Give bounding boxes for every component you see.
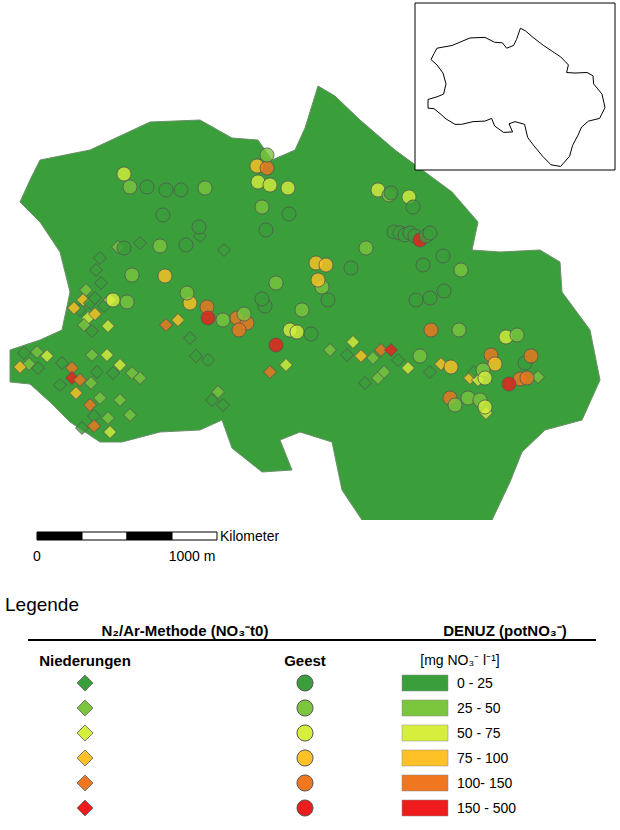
svg-text:0: 0 — [33, 548, 41, 564]
svg-text:150 - 500: 150 - 500 — [457, 800, 516, 816]
svg-text:0 - 25: 0 - 25 — [457, 675, 493, 691]
svg-text:Legende: Legende — [5, 594, 79, 615]
svg-text:25 - 50: 25 - 50 — [457, 700, 501, 716]
svg-text:Niederungen: Niederungen — [39, 652, 131, 669]
svg-text:N₂/Ar-Methode (NO₃⁻t0): N₂/Ar-Methode (NO₃⁻t0) — [102, 622, 269, 639]
svg-text:Geest: Geest — [284, 652, 326, 669]
svg-text:100- 150: 100- 150 — [457, 775, 512, 791]
svg-text:DENUZ (potNO₃⁻): DENUZ (potNO₃⁻) — [443, 622, 567, 639]
svg-text:75 - 100: 75 - 100 — [457, 750, 509, 766]
svg-text:[mg NO₃⁻ l⁻¹]: [mg NO₃⁻ l⁻¹] — [420, 652, 499, 668]
svg-text:Kilometer: Kilometer — [220, 528, 279, 544]
svg-text:50 - 75: 50 - 75 — [457, 725, 501, 741]
svg-text:1000 m: 1000 m — [169, 548, 216, 564]
